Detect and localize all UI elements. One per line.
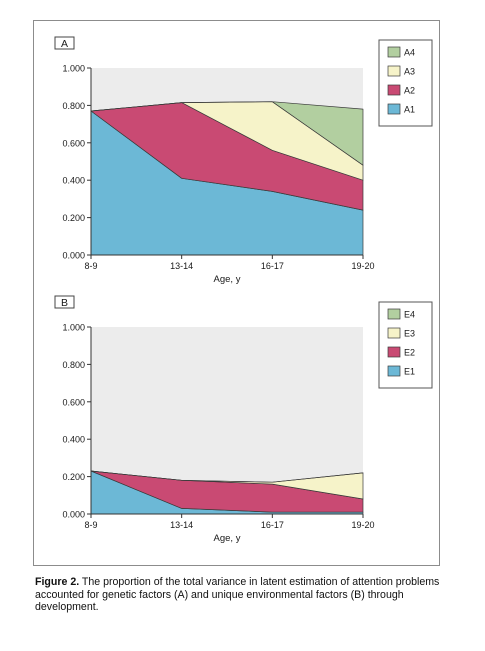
area-a4 bbox=[90, 101, 364, 166]
legend-label: A2 bbox=[404, 86, 415, 96]
legend-label: E4 bbox=[404, 310, 415, 320]
x-tick-label: 19-20 bbox=[351, 520, 374, 530]
panel-b: B 0.000 0.200 0.400 0.600 0.800 1.000 8-9 13-14 1… bbox=[54, 295, 433, 544]
y-tick-label: 0.400 bbox=[62, 176, 85, 186]
legend-swatch bbox=[387, 308, 401, 320]
legend-swatch bbox=[387, 103, 401, 115]
x-tick-label: 16-17 bbox=[261, 520, 284, 530]
area-e4 bbox=[90, 470, 364, 483]
legend-label: E2 bbox=[404, 348, 415, 358]
figure-frame bbox=[33, 20, 440, 566]
legend-swatch bbox=[387, 46, 401, 58]
x-tick-label: 16-17 bbox=[261, 261, 284, 271]
y-tick-label: 0.600 bbox=[62, 138, 85, 148]
x-tick-label: 8-9 bbox=[84, 520, 97, 530]
y-tick-label: 0.600 bbox=[62, 397, 85, 407]
x-tick-label: 13-14 bbox=[170, 520, 193, 530]
y-tick-label: 1.000 bbox=[62, 323, 85, 333]
panel-label: A bbox=[61, 38, 68, 50]
legend-label: E1 bbox=[404, 367, 415, 377]
x-axis-title: Age, y bbox=[214, 274, 241, 285]
legend-swatch bbox=[387, 327, 401, 339]
panel-label: B bbox=[61, 297, 68, 309]
figure-caption: Figure 2. The proportion of the total va… bbox=[35, 576, 443, 614]
panel-a: A 0.000 0.200 0.400 0.600 0.800 1.000 8-9 13-14 1… bbox=[54, 36, 433, 285]
panel-label-box bbox=[54, 295, 75, 309]
legend-label: E3 bbox=[404, 329, 415, 339]
x-tick-label: 13-14 bbox=[170, 261, 193, 271]
legend-label: A3 bbox=[404, 67, 415, 77]
y-tick-label: 0.800 bbox=[62, 101, 85, 111]
legend-label: A4 bbox=[404, 48, 415, 58]
panel-label-box bbox=[54, 36, 75, 50]
legend-swatch bbox=[387, 84, 401, 96]
legend-swatch bbox=[387, 346, 401, 358]
y-tick-label: 1.000 bbox=[62, 64, 85, 74]
legend-label: A1 bbox=[404, 105, 415, 115]
y-tick-label: 0.000 bbox=[62, 510, 85, 520]
x-tick-label: 8-9 bbox=[84, 261, 97, 271]
x-tick-label: 19-20 bbox=[351, 261, 374, 271]
x-axis-title: Age, y bbox=[214, 533, 241, 544]
y-tick-label: 0.200 bbox=[62, 213, 85, 223]
legend-swatch bbox=[387, 65, 401, 77]
legend-swatch bbox=[387, 365, 401, 377]
y-tick-label: 0.800 bbox=[62, 360, 85, 370]
caption-label: Figure 2. bbox=[35, 576, 80, 588]
y-tick-label: 0.400 bbox=[62, 435, 85, 445]
caption-text: The proportion of the total variance in … bbox=[35, 576, 440, 614]
y-tick-label: 0.000 bbox=[62, 251, 85, 261]
y-tick-label: 0.200 bbox=[62, 472, 85, 482]
